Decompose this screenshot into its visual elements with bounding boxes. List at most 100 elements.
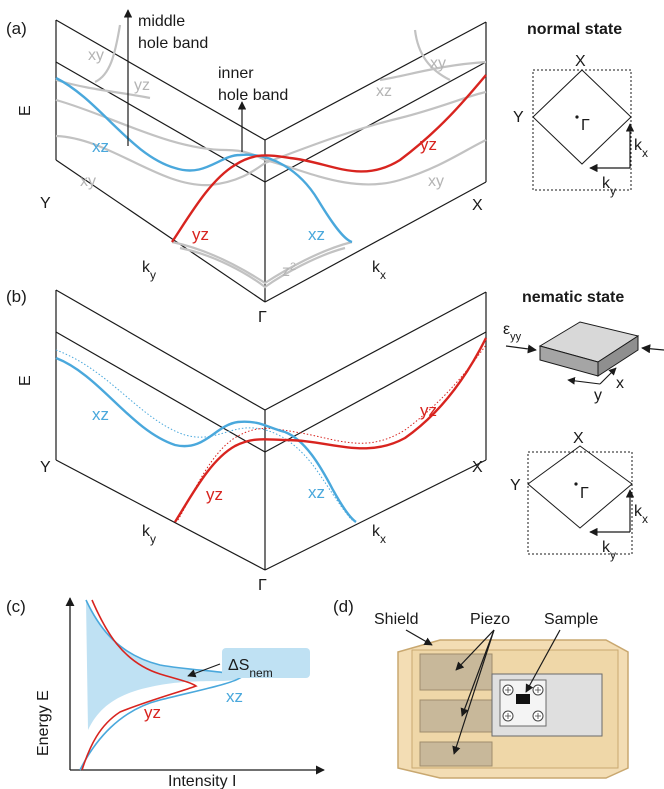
bz-normal-gamma-dot: [575, 115, 579, 119]
label-xy-right: xy: [428, 173, 444, 190]
strain-x-label: x: [616, 375, 624, 392]
kx-b: kx: [372, 523, 386, 546]
band-yz-ref: [177, 344, 487, 521]
band-xy-right: [264, 139, 487, 186]
band-z2-a: [171, 240, 353, 285]
frame-back-right: [264, 61, 487, 183]
frame-b-back-left-top: [55, 289, 266, 411]
panel-d: (d) Shield Piezo Sample: [333, 597, 629, 779]
strain-y-arrow: [567, 377, 601, 385]
label-yz-b: yz: [206, 485, 223, 504]
gamma-b: Γ: [258, 577, 267, 594]
band-xy-left: [55, 134, 266, 187]
piezo-bottom: [419, 741, 493, 767]
bz-nematic-gamma-dot: [574, 482, 578, 486]
frame-b-back-left: [55, 331, 266, 453]
kx-a: kx: [372, 259, 386, 282]
band-xz-top-right: [379, 60, 487, 82]
sample-label: Sample: [544, 611, 598, 628]
band-xz-b: [55, 356, 357, 523]
middle-hole-line1: middle: [138, 13, 185, 30]
frame-back-right-top: [264, 21, 487, 141]
screw-crosses: [505, 687, 541, 719]
frame-b-bottom-left: [55, 459, 266, 571]
sample: [516, 694, 530, 704]
point-y-b: Y: [40, 459, 51, 476]
frame-bottom-left: [55, 159, 266, 303]
panel-a: (a) E Y X ky kx Γ xy yz xy xy: [6, 9, 487, 326]
strain-y-label: y: [594, 387, 602, 404]
label-yz-top-left: yz: [134, 77, 150, 94]
piezo-top: [419, 653, 493, 691]
shield-arrow: [405, 629, 433, 646]
delta-s-box: [222, 648, 310, 678]
crystal-side: [597, 335, 639, 377]
bz-normal-x: X: [575, 53, 586, 70]
band-yz-a: [171, 74, 487, 243]
piezo-arrow-middle: [460, 629, 495, 717]
bz-normal-diamond: [532, 69, 632, 165]
label-z2: z2: [282, 261, 296, 280]
label-xz-right-b: xz: [308, 483, 325, 502]
band-xz-ref: [55, 349, 353, 521]
dos-ylabel: Energy E: [35, 690, 52, 756]
dos-xz-label: xz: [226, 687, 243, 706]
panel-b-label: (b): [6, 287, 27, 306]
label-xz-a: xz: [92, 137, 109, 156]
strain-x-arrow: [599, 367, 617, 385]
frame-bottom-right: [264, 181, 487, 303]
band-xy-top-right: [413, 29, 451, 81]
dos-yz-curve: [81, 599, 198, 771]
band-middle-right-grey: [264, 90, 487, 165]
band-xz-a: [55, 76, 353, 244]
piezo-middle: [419, 699, 493, 733]
bz-normal-y: Y: [513, 109, 524, 126]
bz-nematic-rect: [527, 451, 633, 555]
label-yz-a: yz: [192, 225, 209, 244]
panel-a-label: (a): [6, 19, 27, 38]
bz-nematic-gamma: Γ: [580, 485, 589, 502]
delta-s-label: ΔSnem: [228, 657, 273, 680]
dos-xlabel: Intensity I: [168, 773, 236, 789]
panel-b: (b) E Y X ky kx Γ xz xz yz yz: [6, 287, 488, 594]
inner-hole-line1: inner: [218, 65, 254, 82]
bz-normal-ky: ky: [602, 175, 616, 198]
bz-nematic-x: X: [573, 430, 584, 447]
frame-back-left: [55, 61, 266, 183]
band-yz-b: [173, 337, 488, 523]
bz-normal: normal state X Y Γ kx ky: [513, 21, 648, 198]
label-xz-top-right: xz: [376, 83, 392, 100]
point-x-b: X: [472, 459, 483, 476]
dos-yz-label: yz: [144, 703, 161, 722]
inner-hole-line2: hole band: [218, 87, 288, 104]
bz-normal-gamma: Γ: [581, 117, 590, 134]
strain-arrow-left: [505, 344, 537, 354]
bz-nematic-rhombus: [527, 445, 633, 529]
delta-s-arrow: [187, 663, 221, 678]
frame-b-bottom-right: [264, 459, 487, 571]
strain-arrow-right: [641, 344, 664, 354]
bz-normal-kx: kx: [634, 137, 648, 160]
gamma-a: Γ: [258, 309, 267, 326]
band-middle-left-grey: [55, 98, 266, 161]
frame-b-back-right: [264, 331, 487, 453]
panel-c: (c) Energy E Intensity I ΔSnem xz yz: [6, 597, 325, 789]
label-xy-top-left: xy: [88, 47, 104, 64]
bz-nematic-y: Y: [510, 477, 521, 494]
nematic-state-title: nematic state: [522, 289, 624, 306]
ky-a: ky: [142, 259, 156, 282]
label-xz-right-a: xz: [308, 225, 325, 244]
sample-arrow: [525, 629, 561, 693]
energy-axis-b: E: [17, 375, 34, 386]
label-xz-b: xz: [92, 405, 109, 424]
piezo-label: Piezo: [470, 611, 510, 628]
label-xy-left: xy: [80, 173, 96, 190]
ky-b: ky: [142, 523, 156, 546]
piezo-arrow-bottom: [452, 629, 495, 755]
frame-b-back-right-top: [264, 291, 487, 411]
strain-eps: εyy: [503, 321, 522, 343]
label-yz-right-a: yz: [420, 135, 437, 154]
point-x-a: X: [472, 197, 483, 214]
piezo-arrow-top: [455, 629, 495, 671]
